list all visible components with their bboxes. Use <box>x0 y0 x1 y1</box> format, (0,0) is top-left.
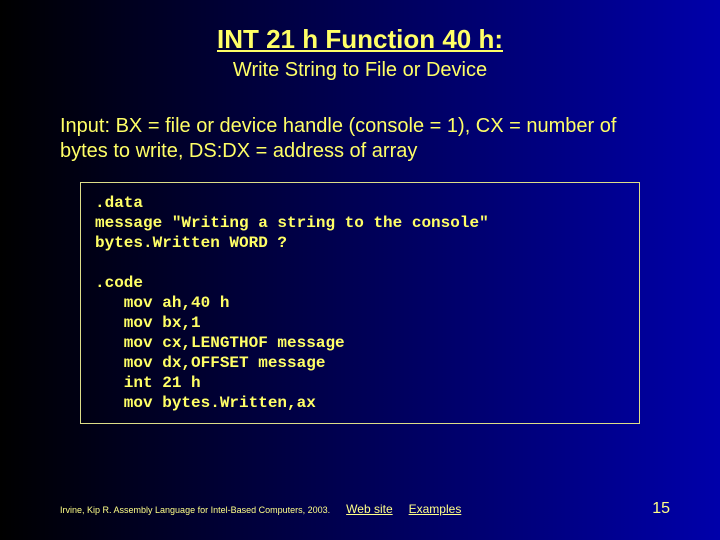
slide-subtitle: Write String to File or Device <box>0 55 720 82</box>
input-description: Input: BX = file or device handle (conso… <box>60 114 660 164</box>
code-box: .data message "Writing a string to the c… <box>80 182 640 424</box>
website-link[interactable]: Web site <box>346 502 392 516</box>
footer-citation: Irvine, Kip R. Assembly Language for Int… <box>60 505 330 515</box>
page-number: 15 <box>652 500 670 518</box>
footer: Irvine, Kip R. Assembly Language for Int… <box>60 502 461 516</box>
slide-title: INT 21 h Function 40 h: <box>0 0 720 55</box>
examples-link[interactable]: Examples <box>409 502 462 516</box>
